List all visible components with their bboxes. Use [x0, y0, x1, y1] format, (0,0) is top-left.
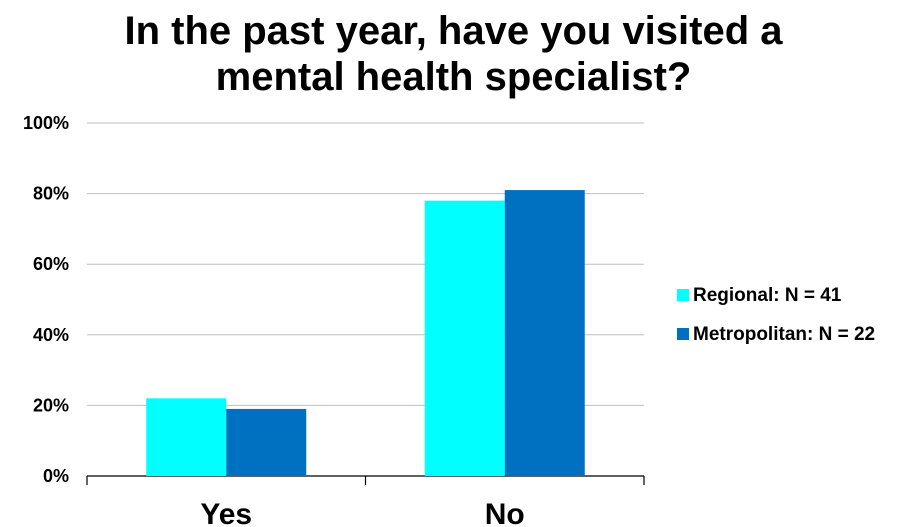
chart-title-line-2: mental health specialist?	[215, 55, 692, 99]
chart-title-line-1: In the past year, have you visited a	[124, 9, 783, 53]
bar-no-series-1	[424, 200, 505, 476]
y-tick-label: 20%	[33, 395, 69, 415]
x-category-label: No	[485, 498, 525, 527]
legend-swatch-2	[677, 328, 689, 340]
y-tick-label: 100%	[23, 113, 69, 133]
y-tick-label: 80%	[33, 184, 69, 204]
legend-label-1: Regional: N = 41	[693, 285, 842, 306]
legend-swatch-1	[677, 289, 689, 301]
bar-yes-series-2	[226, 408, 307, 476]
y-tick-label: 60%	[33, 254, 69, 274]
bar-yes-series-1	[146, 398, 227, 476]
legend-label-2: Metropolitan: N = 22	[693, 324, 875, 345]
y-tick-label: 40%	[33, 325, 69, 345]
x-category-label: Yes	[200, 498, 252, 527]
chart-title: In the past year, have you visited a men…	[0, 8, 907, 100]
bar-no-series-2	[504, 190, 585, 476]
y-tick-label: 0%	[43, 466, 69, 486]
